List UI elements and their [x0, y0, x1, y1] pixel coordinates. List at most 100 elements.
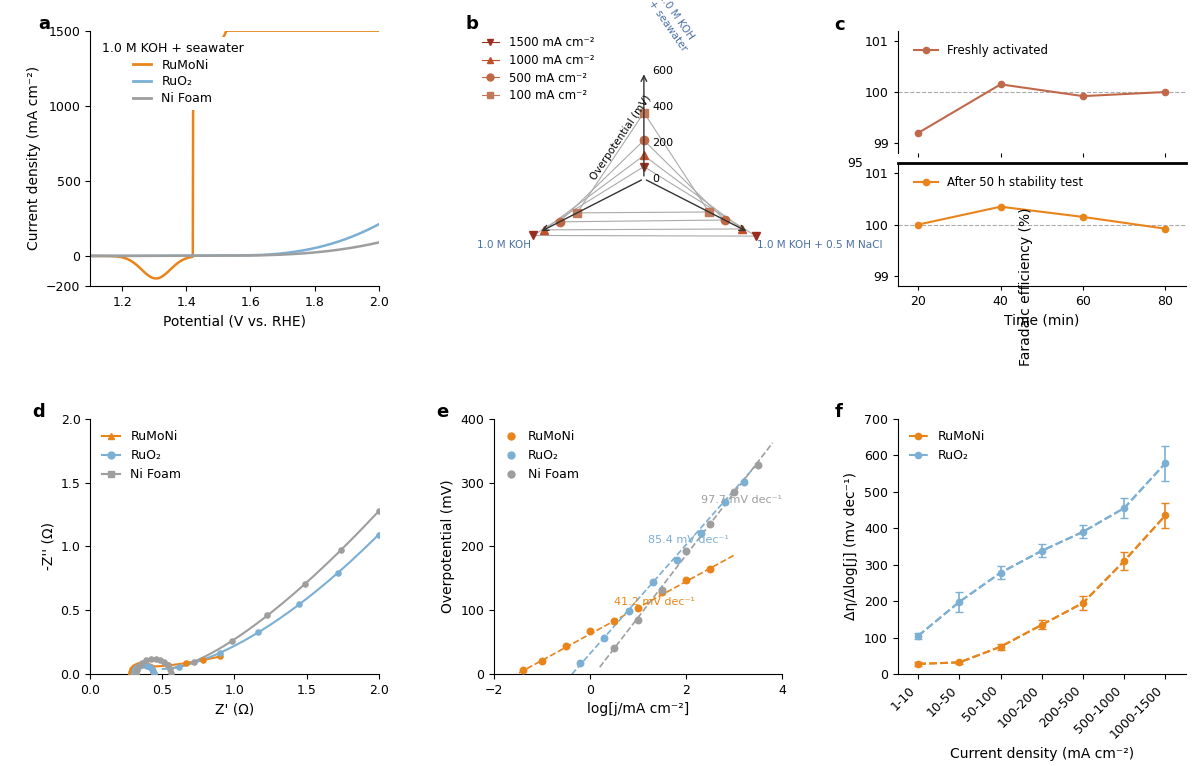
Point	[556, 640, 576, 652]
Point	[628, 614, 648, 626]
Text: a: a	[39, 15, 51, 33]
Text: Faradaic efficiency (%): Faradaic efficiency (%)	[1019, 208, 1033, 366]
Text: 85.4 mV dec⁻¹: 85.4 mV dec⁻¹	[648, 535, 728, 545]
Point	[123, 663, 142, 676]
Point	[125, 663, 144, 676]
Point	[653, 585, 672, 597]
Point	[143, 665, 163, 677]
Point	[124, 666, 143, 678]
Point	[184, 656, 203, 668]
Legend: After 50 h stability test: After 50 h stability test	[909, 172, 1088, 194]
Point	[124, 661, 143, 673]
Point	[130, 660, 149, 673]
Point	[129, 659, 148, 671]
Point	[122, 666, 141, 678]
Point	[150, 653, 170, 666]
Point	[532, 654, 551, 666]
Text: f: f	[834, 404, 842, 421]
Point	[701, 563, 720, 575]
Text: 41.2 mV dec⁻¹: 41.2 mV dec⁻¹	[614, 597, 695, 607]
Point	[169, 661, 188, 673]
Text: c: c	[834, 16, 845, 34]
Y-axis label: -Z'' (Ω): -Z'' (Ω)	[41, 522, 55, 571]
Point	[368, 529, 388, 541]
Point	[331, 544, 350, 556]
Point	[136, 658, 155, 670]
Text: 0: 0	[653, 174, 660, 184]
Point	[749, 459, 768, 471]
X-axis label: Z' (Ω): Z' (Ω)	[214, 702, 254, 716]
Point	[128, 663, 147, 676]
Point	[715, 496, 734, 509]
Point	[122, 668, 141, 680]
Point	[134, 658, 153, 670]
Legend: RuMoNi, RuO₂, Ni Foam: RuMoNi, RuO₂, Ni Foam	[96, 425, 187, 486]
Point	[209, 647, 229, 659]
Point	[158, 659, 177, 671]
Text: 1.0 M KOH: 1.0 M KOH	[477, 240, 531, 250]
Text: d: d	[33, 404, 46, 421]
X-axis label: Time (min): Time (min)	[1004, 313, 1080, 328]
Point	[137, 660, 157, 672]
Point	[296, 578, 315, 590]
Point	[643, 576, 662, 588]
Point	[677, 545, 696, 558]
Legend: RuMoNi, RuO₂: RuMoNi, RuO₂	[904, 425, 990, 467]
Text: 95: 95	[848, 157, 863, 170]
Point	[146, 653, 165, 665]
Point	[144, 668, 164, 680]
Point	[258, 609, 277, 621]
Point	[128, 661, 147, 673]
Point	[604, 642, 624, 654]
Point	[571, 657, 590, 669]
Point	[142, 663, 161, 675]
Point	[580, 625, 600, 637]
Text: 200: 200	[653, 138, 674, 148]
Y-axis label: Overpotential (mV): Overpotential (mV)	[441, 480, 455, 614]
Point	[223, 635, 242, 647]
X-axis label: Potential (V vs. RHE): Potential (V vs. RHE)	[163, 314, 306, 329]
Point	[160, 663, 179, 675]
Text: 97.7 mV dec⁻¹: 97.7 mV dec⁻¹	[701, 495, 781, 505]
Point	[513, 664, 532, 676]
X-axis label: log[j/mA cm⁻²]: log[j/mA cm⁻²]	[588, 702, 689, 716]
Point	[161, 666, 181, 679]
Point	[329, 567, 348, 579]
Point	[619, 605, 638, 617]
Point	[144, 667, 164, 679]
Point	[248, 627, 267, 639]
Point	[141, 653, 160, 665]
Point	[135, 659, 154, 671]
Text: 600: 600	[653, 67, 673, 77]
Point	[132, 660, 152, 672]
Point	[131, 658, 150, 670]
Legend: RuMoNi, RuO₂, Ni Foam: RuMoNi, RuO₂, Ni Foam	[500, 425, 584, 486]
Point	[725, 486, 744, 499]
Point	[194, 654, 213, 666]
Point	[129, 660, 148, 673]
Point	[595, 632, 614, 644]
Point	[677, 574, 696, 586]
Point	[124, 668, 143, 680]
Point	[141, 661, 160, 673]
Point	[734, 476, 754, 488]
Point	[667, 555, 686, 567]
Point	[136, 654, 155, 666]
Point	[211, 650, 230, 663]
Point	[132, 656, 152, 669]
Point	[701, 519, 720, 531]
Point	[140, 661, 159, 673]
Point	[143, 666, 163, 678]
Legend: Freshly activated: Freshly activated	[909, 39, 1052, 61]
Point	[653, 584, 672, 596]
Legend: 1500 mA cm⁻², 1000 mA cm⁻², 500 mA cm⁻², 100 mA cm⁻²: 1500 mA cm⁻², 1000 mA cm⁻², 500 mA cm⁻²,…	[477, 31, 598, 107]
Y-axis label: Current density (mA cm⁻²): Current density (mA cm⁻²)	[26, 66, 41, 250]
Point	[126, 660, 146, 672]
Text: 1.0 M KOH + 0.5 M NaCl: 1.0 M KOH + 0.5 M NaCl	[757, 241, 883, 250]
Point	[628, 602, 648, 614]
Point	[177, 657, 196, 669]
X-axis label: Current density (mA cm⁻²): Current density (mA cm⁻²)	[950, 747, 1134, 761]
Point	[604, 615, 624, 627]
Point	[154, 656, 173, 668]
Text: b: b	[465, 15, 478, 33]
